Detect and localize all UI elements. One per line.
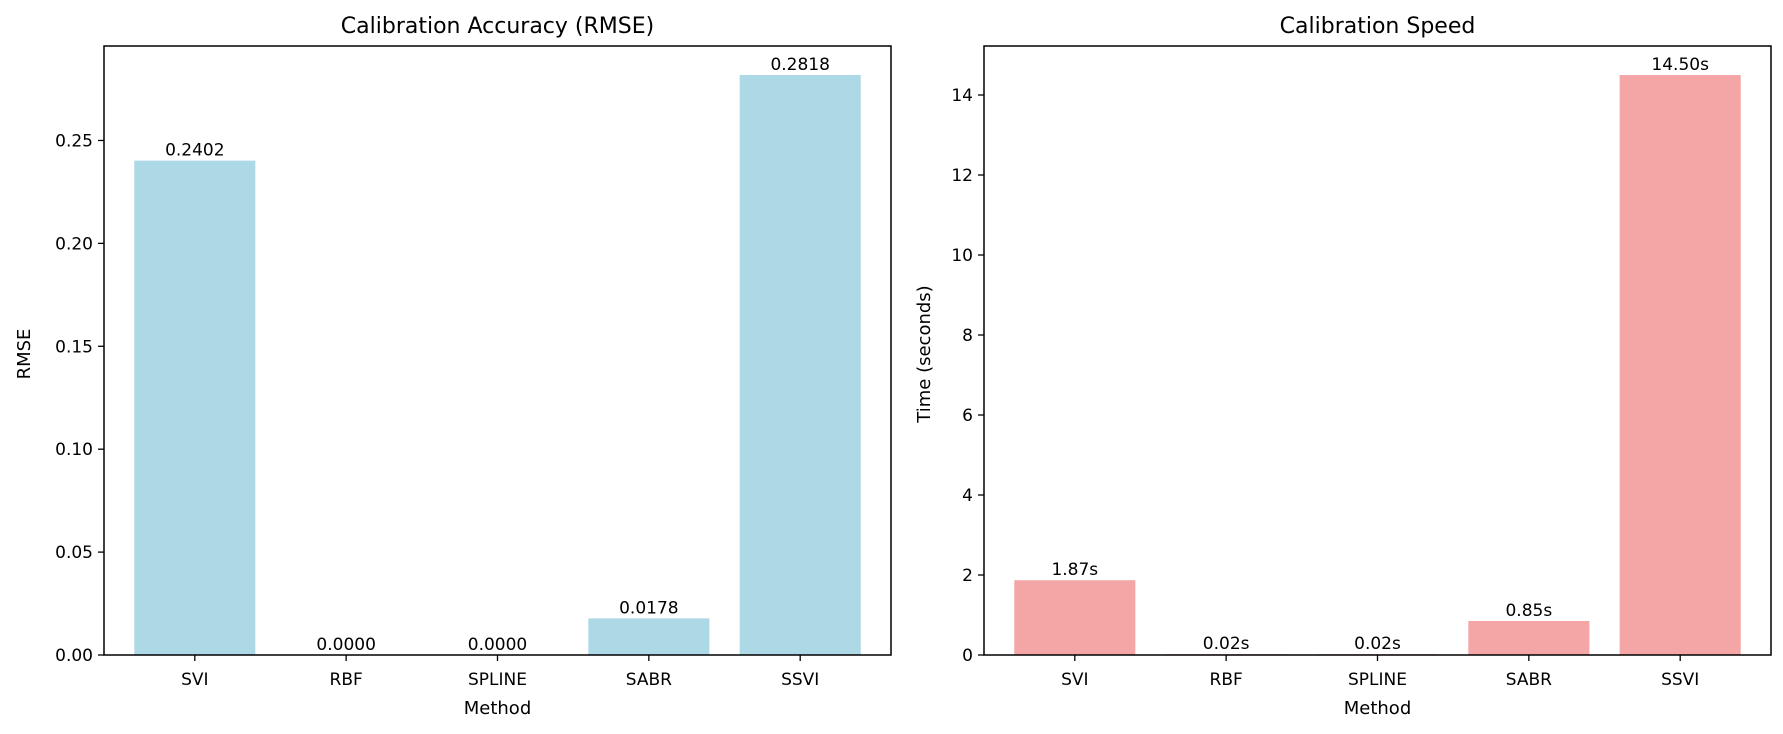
data-label-group: 0.2402 0.0000 0.0000 0.0178 0.2818 [165, 55, 830, 655]
bar-svi [1014, 580, 1136, 655]
data-label: 0.02s [1354, 634, 1401, 654]
chart-title: Calibration Accuracy (RMSE) [341, 14, 654, 39]
data-label: 0.0000 [468, 635, 527, 655]
x-tick-label: RBF [330, 670, 363, 690]
x-tick-label: SPLINE [1348, 670, 1407, 690]
bar-ssvi [739, 75, 861, 656]
x-axis-label: Method [1344, 698, 1412, 719]
x-tick-label: SSVI [781, 670, 819, 690]
y-tick-group: 0 2 4 6 8 10 12 14 [951, 86, 984, 666]
bar-sabr [588, 618, 710, 655]
rmse-chart: Calibration Accuracy (RMSE) RMSE Method … [14, 14, 892, 719]
data-label: 14.50s [1651, 55, 1709, 75]
bar-group [1014, 75, 1741, 655]
data-label: 0.2818 [770, 55, 829, 75]
data-label: 0.02s [1203, 634, 1250, 654]
data-label: 1.87s [1051, 560, 1098, 580]
bar-group [134, 75, 861, 656]
y-tick-label: 10 [951, 246, 973, 266]
y-tick-label: 0.15 [55, 337, 93, 357]
x-tick-label: RBF [1210, 670, 1243, 690]
speed-chart: Calibration Speed Time (seconds) Method … [914, 14, 1772, 719]
plot-frame [983, 45, 1772, 656]
data-label: 0.0000 [316, 635, 375, 655]
x-axis-label: Method [464, 698, 532, 719]
y-tick-label: 0.25 [55, 131, 93, 151]
x-tick-label: SSVI [1661, 670, 1699, 690]
y-axis-label: Time (seconds) [914, 285, 935, 423]
data-label: 0.85s [1505, 601, 1552, 621]
y-tick-label: 0.05 [55, 543, 93, 563]
y-tick-label: 0.00 [55, 646, 93, 666]
y-tick-label: 2 [962, 566, 973, 586]
plot-frame [103, 45, 892, 656]
y-tick-label: 12 [951, 166, 973, 186]
bar-sabr [1468, 621, 1590, 655]
y-tick-label: 0.10 [55, 440, 93, 460]
y-tick-label: 0 [962, 646, 973, 666]
bar-ssvi [1619, 75, 1741, 655]
y-tick-label: 4 [962, 486, 973, 506]
data-label: 0.2402 [165, 141, 224, 161]
x-tick-label: SPLINE [468, 670, 527, 690]
y-tick-label: 6 [962, 406, 973, 426]
x-tick-label: SVI [181, 670, 208, 690]
y-tick-label: 14 [951, 86, 973, 106]
data-label-group: 1.87s 0.02s 0.02s 0.85s 14.50s [1051, 55, 1709, 654]
bar-svi [134, 160, 256, 656]
y-tick-label: 8 [962, 326, 973, 346]
x-tick-label: SABR [626, 670, 672, 690]
y-axis-label: RMSE [14, 329, 35, 380]
data-label: 0.0178 [619, 598, 678, 618]
x-tick-group: SVI RBF SPLINE SABR SSVI [1061, 655, 1699, 690]
x-tick-label: SABR [1506, 670, 1552, 690]
y-tick-group: 0.00 0.05 0.10 0.15 0.20 0.25 [55, 131, 104, 666]
x-tick-label: SVI [1061, 670, 1088, 690]
chart-title: Calibration Speed [1280, 14, 1476, 39]
y-tick-label: 0.20 [55, 234, 93, 254]
x-tick-group: SVI RBF SPLINE SABR SSVI [181, 655, 819, 690]
